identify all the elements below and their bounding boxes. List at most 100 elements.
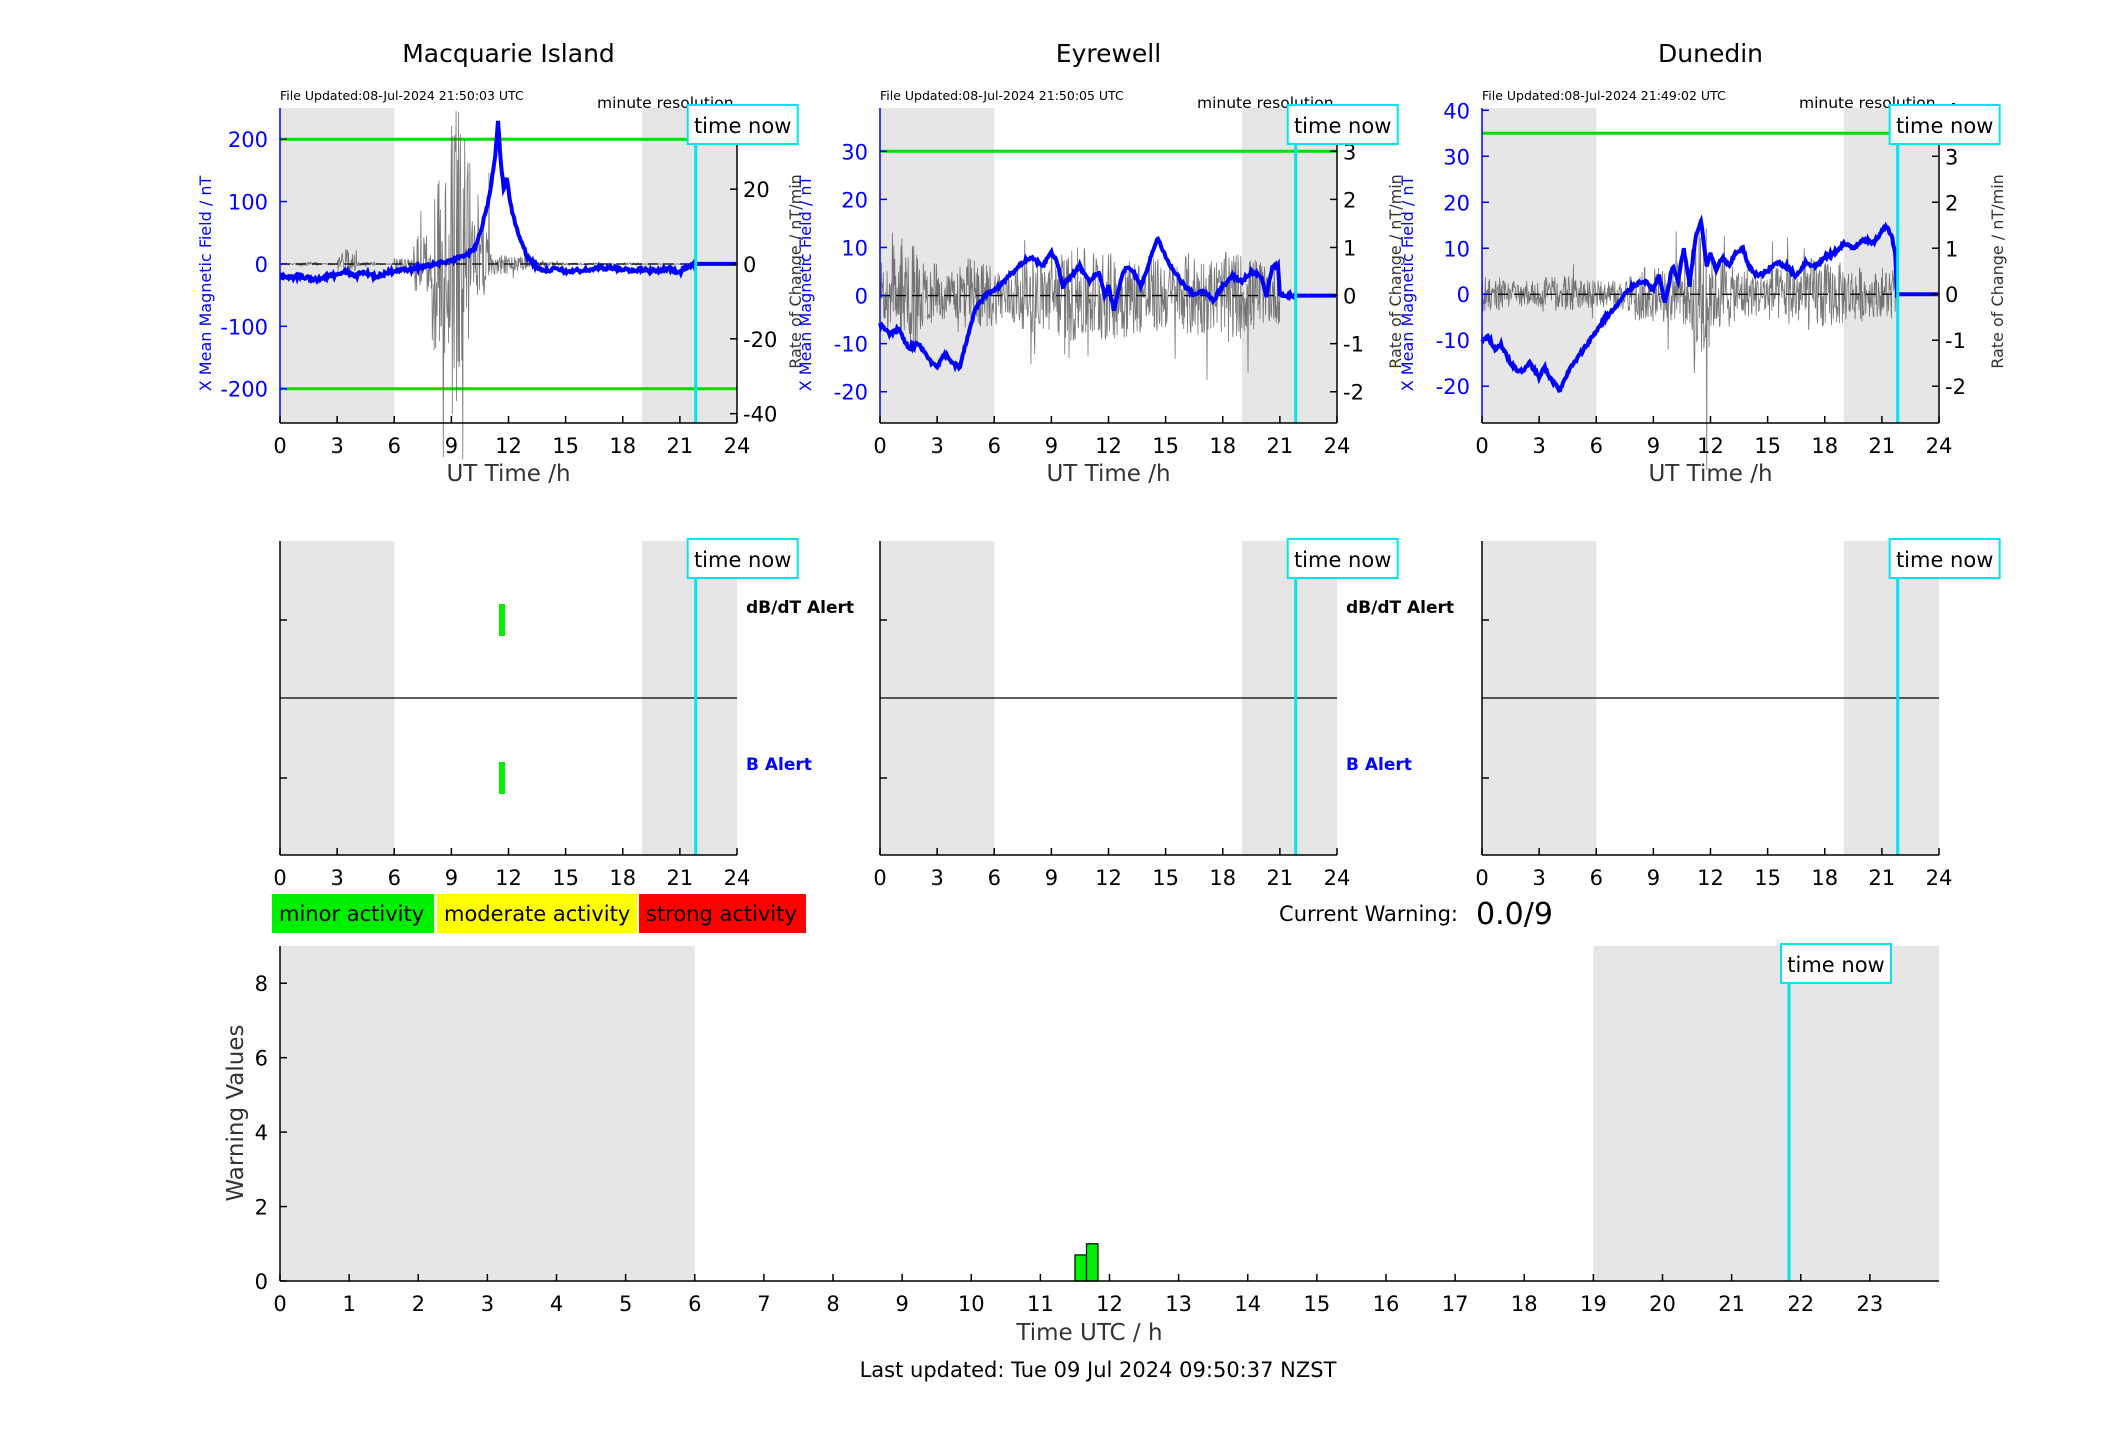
left-tick-label: 0 (255, 253, 268, 277)
x-tick-label: 14 (1234, 1292, 1261, 1316)
x-tick-label: 16 (1373, 1292, 1400, 1316)
x-axis-label: UT Time /h (446, 461, 570, 487)
x-tick-label: 18 (1811, 866, 1838, 890)
x-tick-label: 12 (1697, 866, 1724, 890)
left-tick-label: -20 (834, 381, 868, 405)
station-title: Eyrewell (1056, 39, 1161, 68)
mean-field-line (1480, 214, 1938, 393)
x-tick-label: 3 (1532, 434, 1545, 458)
x-tick-label: 12 (1096, 1292, 1123, 1316)
x-tick-label: 7 (757, 1292, 770, 1316)
x-tick-label: 3 (330, 434, 343, 458)
left-tick-label: -10 (1436, 329, 1470, 353)
left-tick-label: -100 (220, 315, 268, 339)
time-now-box (1286, 538, 1399, 579)
left-tick-label: 0 (1457, 283, 1470, 307)
time-now-marker: time now (1888, 538, 2001, 579)
x-tick-label: 5 (619, 1292, 632, 1316)
x-tick-label: 6 (388, 866, 401, 890)
x-tick-label: 20 (1649, 1292, 1676, 1316)
x-tick-label: 9 (445, 434, 458, 458)
time-now-marker: time now (1888, 104, 2001, 145)
x-tick-label: 12 (1095, 434, 1122, 458)
x-tick-label: 17 (1442, 1292, 1469, 1316)
x-tick-label: 9 (445, 866, 458, 890)
current-warning-label: Current Warning: (1279, 902, 1458, 926)
x-tick-label: 24 (1324, 434, 1351, 458)
right-tick-label: -40 (743, 403, 777, 427)
x-tick-label: 8 (826, 1292, 839, 1316)
right-tick-label: 1 (1343, 236, 1356, 260)
x-tick-label: 18 (1511, 1292, 1538, 1316)
left-tick-label: 10 (841, 236, 868, 260)
x-tick-label: 6 (988, 866, 1001, 890)
left-tick-label: 30 (1443, 145, 1470, 169)
y-tick-label: 4 (255, 1121, 268, 1145)
station-title: Dunedin (1658, 39, 1763, 68)
left-tick-label: 100 (228, 191, 268, 215)
x-tick-label: 15 (1304, 1292, 1331, 1316)
dbdt-alert-label: dB/dT Alert (1346, 598, 1454, 618)
time-now-marker: time now (1779, 943, 1892, 984)
x-tick-label: 18 (1209, 866, 1236, 890)
right-tick-label: -2 (1343, 381, 1364, 405)
x-tick-label: 11 (1027, 1292, 1054, 1316)
x-tick-label: 13 (1165, 1292, 1192, 1316)
x-tick-label: 0 (1475, 866, 1488, 890)
dbdt-alert-bar (498, 604, 505, 636)
x-tick-label: 3 (1532, 866, 1545, 890)
x-tick-label: 23 (1857, 1292, 1884, 1316)
time-now-marker: time now (1286, 538, 1399, 579)
x-axis-label: UT Time /h (1648, 461, 1772, 487)
right-tick-label: 0 (743, 253, 756, 277)
night-band (1241, 108, 1337, 423)
activity-legend: minor activity moderate activity strong ac… (272, 894, 806, 933)
left-tick-label: -10 (834, 333, 868, 357)
x-tick-label: 0 (273, 434, 286, 458)
rate-of-change-line (1481, 218, 1898, 471)
right-tick-label: 1 (1945, 237, 1958, 261)
time-now-label: time now (694, 114, 791, 138)
x-tick-label: 15 (552, 866, 579, 890)
left-tick-label: 200 (228, 128, 268, 152)
x-tick-label: 9 (895, 1292, 908, 1316)
night-band (1843, 108, 1939, 423)
night-band (280, 108, 395, 423)
x-tick-label: 6 (1590, 434, 1603, 458)
y-tick-label: 8 (255, 972, 268, 996)
time-now-marker: time now (1286, 104, 1399, 145)
last-updated-footer: Last updated: Tue 09 Jul 2024 09:50:37 N… (860, 1358, 1337, 1382)
left-tick-label: 30 (841, 140, 868, 164)
night-band (1482, 108, 1597, 423)
x-tick-label: 0 (1475, 434, 1488, 458)
x-tick-label: 9 (1647, 866, 1660, 890)
legend-label-minor: minor activity (279, 902, 424, 926)
time-now-label: time now (1896, 548, 1993, 572)
x-tick-label: 0 (873, 866, 886, 890)
x-tick-label: 1 (342, 1292, 355, 1316)
time-now-box (686, 538, 799, 579)
left-tick-label: 20 (841, 188, 868, 212)
x-tick-label: 18 (609, 434, 636, 458)
b-alert-label: B Alert (1346, 755, 1412, 775)
x-tick-label: 24 (724, 866, 751, 890)
x-tick-label: 21 (1869, 866, 1896, 890)
x-tick-label: 3 (930, 434, 943, 458)
right-tick-label: -2 (1945, 375, 1966, 399)
time-now-box (1888, 104, 2001, 145)
warning-bar (1074, 1254, 1088, 1282)
x-tick-label: 2 (412, 1292, 425, 1316)
x-tick-label: 6 (688, 1292, 701, 1316)
x-tick-label: 19 (1580, 1292, 1607, 1316)
time-now-label: time now (1294, 114, 1391, 138)
x-tick-label: 15 (552, 434, 579, 458)
alert-panel-0: 0 3 6 9 12 15 18 21 24 dB/dT Alert B Alert (273, 541, 854, 890)
right-tick-label: 0 (1343, 285, 1356, 309)
x-tick-label: 0 (273, 1292, 286, 1316)
x-tick-label: 6 (1590, 866, 1603, 890)
legend-label-moderate: moderate activity (444, 902, 630, 926)
night-band (1593, 946, 1939, 1281)
